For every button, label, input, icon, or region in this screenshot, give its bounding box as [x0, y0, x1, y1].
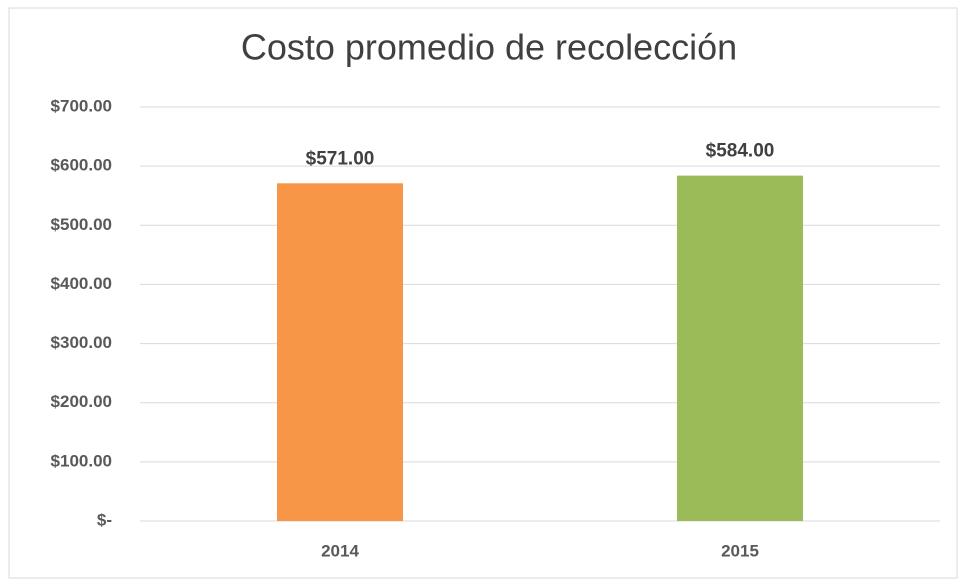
data-label: $584.00 — [706, 141, 775, 162]
y-tick-label: $500.00 — [51, 215, 112, 234]
y-tick-label: $200.00 — [51, 392, 112, 411]
y-tick-label: $400.00 — [51, 274, 112, 293]
bar — [677, 175, 803, 521]
x-tick-label: 2014 — [321, 541, 359, 560]
chart-border — [8, 7, 958, 579]
bar — [277, 183, 403, 521]
y-tick-label: $600.00 — [51, 156, 112, 175]
y-tick-label: $300.00 — [51, 333, 112, 352]
data-label: $571.00 — [306, 148, 375, 169]
y-tick-label: $700.00 — [51, 96, 112, 115]
chart-title: Costo promedio de recolección — [241, 27, 737, 68]
y-tick-label: $100.00 — [51, 451, 112, 470]
y-tick-label: $- — [97, 510, 112, 529]
x-tick-label: 2015 — [721, 541, 759, 560]
